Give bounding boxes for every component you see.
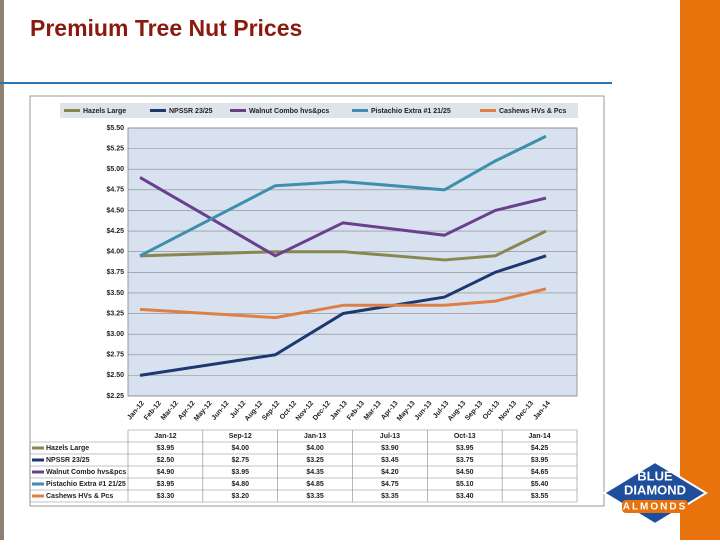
slide-title: Premium Tree Nut Prices bbox=[30, 15, 302, 41]
table-cell: $4.90 bbox=[157, 469, 175, 476]
legend-label: Cashews HVs & Pcs bbox=[499, 108, 566, 115]
table-header: Oct-13 bbox=[454, 433, 476, 440]
legend-label: NPSSR 23/25 bbox=[169, 108, 213, 115]
table-row-label: Pistachio Extra #1 21/25 bbox=[46, 481, 126, 488]
series-line bbox=[139, 229, 547, 262]
table-cell: $2.50 bbox=[157, 457, 175, 464]
table-cell: $3.35 bbox=[306, 493, 324, 500]
table-header: Jan-13 bbox=[304, 433, 326, 440]
legend-box bbox=[60, 103, 578, 118]
table-cell: $3.95 bbox=[456, 445, 474, 452]
y-tick-label: $2.75 bbox=[106, 352, 124, 359]
series-line bbox=[139, 134, 547, 258]
plot-area bbox=[127, 127, 578, 397]
legend-label: Walnut Combo hvs&pcs bbox=[249, 108, 329, 115]
table-cell: $3.55 bbox=[531, 493, 549, 500]
table-header: Sep-12 bbox=[229, 433, 252, 440]
logo-band bbox=[622, 500, 688, 513]
table-cell: $4.35 bbox=[306, 469, 324, 476]
table-cell: $4.25 bbox=[531, 445, 549, 452]
table-cell: $3.20 bbox=[231, 493, 249, 500]
table-cell: $2.75 bbox=[231, 457, 249, 464]
legend-label: Pistachio Extra #1 21/25 bbox=[371, 108, 451, 115]
table-cell: $3.45 bbox=[381, 457, 399, 464]
table-cell: $4.50 bbox=[456, 469, 474, 476]
table-row-label: Walnut Combo hvs&pcs bbox=[46, 469, 126, 476]
y-tick-label: $3.00 bbox=[106, 331, 124, 338]
table-cell: $4.75 bbox=[381, 481, 399, 488]
logo-text: DIAMOND bbox=[624, 482, 686, 497]
table-header: Jan-12 bbox=[154, 433, 176, 440]
table-row-label: Cashews HVs & Pcs bbox=[46, 493, 113, 500]
y-tick-label: $5.50 bbox=[106, 125, 124, 132]
table-cell: $4.85 bbox=[306, 481, 324, 488]
table-cell: $3.35 bbox=[381, 493, 399, 500]
y-tick-label: $2.25 bbox=[106, 393, 124, 400]
y-tick-label: $3.75 bbox=[106, 269, 124, 276]
table-row-label: NPSSR 23/25 bbox=[46, 457, 90, 464]
logo-text: ALMONDS bbox=[623, 502, 688, 513]
series-line bbox=[139, 176, 547, 258]
table-header: Jan-14 bbox=[528, 433, 550, 440]
table-cell: $4.00 bbox=[231, 445, 249, 452]
table-cell: $3.95 bbox=[231, 469, 249, 476]
table-cell: $3.25 bbox=[306, 457, 324, 464]
table-cell: $3.75 bbox=[456, 457, 474, 464]
table-cell: $4.20 bbox=[381, 469, 399, 476]
table-cell: $4.00 bbox=[306, 445, 324, 452]
y-tick-label: $4.00 bbox=[106, 249, 124, 256]
table-cell: $3.95 bbox=[531, 457, 549, 464]
logo-text: BLUE bbox=[637, 468, 673, 483]
y-tick-label: $3.25 bbox=[106, 310, 124, 317]
y-tick-label: $2.50 bbox=[106, 372, 124, 379]
series-line bbox=[139, 287, 547, 320]
y-tick-label: $4.25 bbox=[106, 228, 124, 235]
table-cell: $5.10 bbox=[456, 481, 474, 488]
table-cell: $3.30 bbox=[157, 493, 175, 500]
table-row-label: Hazels Large bbox=[46, 445, 89, 452]
left-strip bbox=[0, 0, 4, 540]
y-tick-label: $3.50 bbox=[106, 290, 124, 297]
y-tick-label: $4.50 bbox=[106, 207, 124, 214]
logo: BLUE DIAMOND ALMONDS bbox=[602, 460, 708, 526]
table-cell: $4.80 bbox=[231, 481, 249, 488]
table-header: Jul-13 bbox=[380, 433, 400, 440]
table-cell: $4.65 bbox=[531, 469, 549, 476]
y-tick-label: $5.00 bbox=[106, 166, 124, 173]
table-cell: $5.40 bbox=[531, 481, 549, 488]
legend-label: Hazels Large bbox=[83, 108, 126, 115]
table-cell: $3.40 bbox=[456, 493, 474, 500]
y-tick-label: $4.75 bbox=[106, 187, 124, 194]
table-cell: $3.90 bbox=[381, 445, 399, 452]
table-cell: $3.95 bbox=[157, 481, 175, 488]
table-cell: $3.95 bbox=[157, 445, 175, 452]
y-tick-label: $5.25 bbox=[106, 145, 124, 152]
right-bar bbox=[680, 0, 720, 540]
